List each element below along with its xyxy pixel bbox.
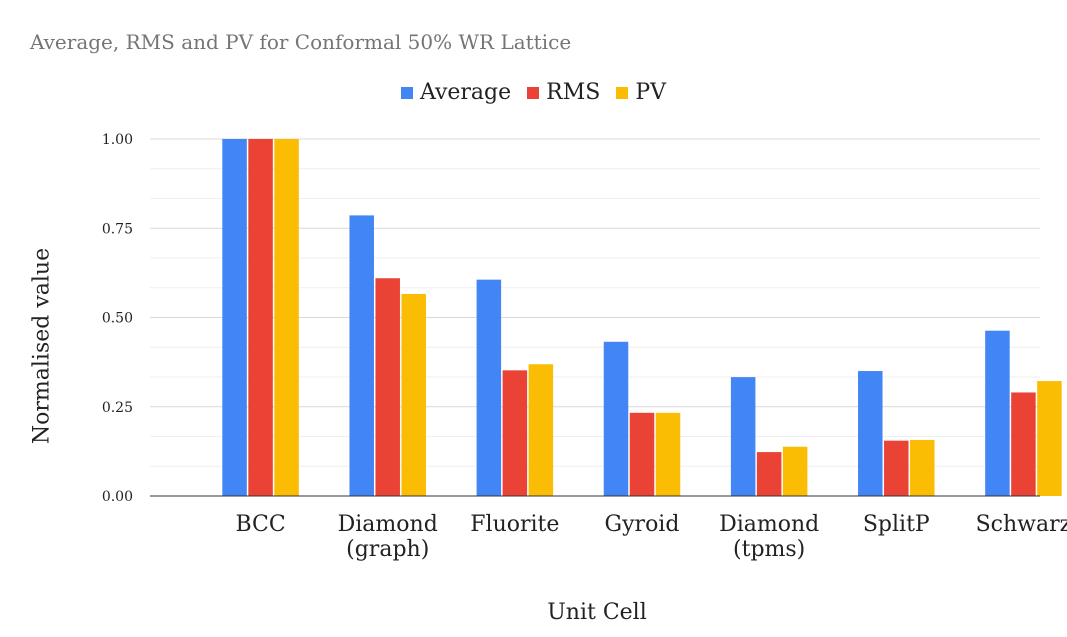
y-tick-label: 0.75 bbox=[102, 221, 133, 237]
bar-pv-5 bbox=[910, 439, 935, 496]
legend-label-rms: RMS bbox=[546, 80, 601, 105]
x-tick-label: (tpms) bbox=[733, 537, 805, 562]
y-axis-label: Normalised value bbox=[29, 247, 55, 445]
x-axis-label: Unit Cell bbox=[547, 600, 647, 625]
y-tick-label: 0.00 bbox=[102, 489, 133, 505]
x-tick-label: BCC bbox=[235, 512, 285, 537]
bar-rms-3 bbox=[629, 412, 655, 496]
y-tick-label: 0.25 bbox=[102, 400, 133, 416]
legend-swatch-average bbox=[400, 86, 413, 99]
legend-item-average[interactable]: Average bbox=[400, 80, 512, 105]
legend-swatch-pv bbox=[616, 86, 629, 99]
legend: Average RMS PV bbox=[0, 80, 1067, 105]
x-tick-label: Diamond bbox=[719, 512, 819, 537]
y-tick-label: 0.50 bbox=[102, 311, 133, 327]
legend-swatch-rms bbox=[527, 86, 540, 99]
bar-rms-1 bbox=[375, 278, 400, 496]
bar-pv-2 bbox=[528, 364, 554, 496]
bar-average-0 bbox=[222, 139, 247, 496]
bar-average-4 bbox=[730, 377, 756, 496]
legend-label-pv: PV bbox=[635, 80, 667, 105]
bar-pv-6 bbox=[1037, 381, 1062, 496]
x-tick-label: Fluorite bbox=[470, 512, 559, 537]
bar-average-6 bbox=[985, 330, 1010, 496]
x-tick-label: Schwarz bbox=[976, 512, 1067, 537]
x-tick-label: SplitP bbox=[863, 512, 930, 537]
x-tick-label: Gyroid bbox=[605, 512, 680, 537]
bar-average-1 bbox=[349, 215, 374, 496]
bar-pv-4 bbox=[782, 446, 808, 496]
x-tick-label: (graph) bbox=[346, 537, 429, 562]
y-tick-label: 1.00 bbox=[102, 132, 133, 148]
bar-average-5 bbox=[858, 371, 883, 496]
bar-average-2 bbox=[476, 279, 502, 496]
bar-average-3 bbox=[603, 341, 629, 496]
chart-title: Average, RMS and PV for Conformal 50% WR… bbox=[30, 30, 572, 54]
legend-item-pv[interactable]: PV bbox=[616, 80, 666, 105]
bar-pv-0 bbox=[274, 139, 299, 496]
legend-label-average: Average bbox=[419, 80, 512, 105]
bar-rms-0 bbox=[248, 139, 273, 496]
legend-item-rms[interactable]: RMS bbox=[527, 80, 600, 105]
bar-pv-3 bbox=[655, 412, 681, 496]
x-tick-label: Diamond bbox=[338, 512, 438, 537]
bar-rms-6 bbox=[1011, 392, 1036, 496]
bar-rms-4 bbox=[756, 452, 782, 496]
bar-rms-2 bbox=[502, 370, 528, 496]
bar-pv-1 bbox=[401, 293, 426, 496]
bar-rms-5 bbox=[884, 440, 909, 496]
